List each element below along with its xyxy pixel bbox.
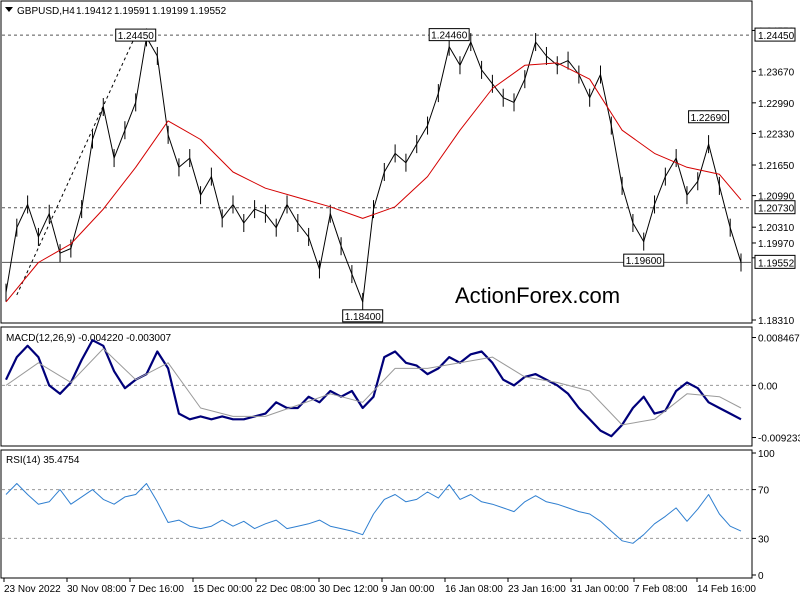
rsi-series-line — [5, 483, 742, 544]
price-panel-title: GBPUSD,H4 — [17, 6, 75, 17]
x-tick-label: 30 Dec 12:00 — [319, 584, 379, 595]
level-price-box — [754, 27, 796, 42]
price-annotation-label: 1.22690 — [691, 113, 728, 124]
x-tick-label: 14 Feb 16:00 — [697, 584, 756, 595]
y-tick-label: 30 — [758, 534, 770, 545]
price-annotation-box — [428, 28, 470, 42]
x-tick-label: 16 Jan 08:00 — [445, 584, 503, 595]
y-tick-label: 1.23670 — [758, 67, 795, 78]
y-tick-label: -0.009233 — [758, 434, 800, 445]
price-annotation-box — [623, 253, 665, 267]
watermark: ActionForex.com — [455, 283, 620, 308]
price-panel-frame — [0, 0, 753, 324]
x-tick-label: 7 Dec 16:00 — [130, 584, 184, 595]
x-tick-label: 7 Feb 08:00 — [634, 584, 688, 595]
y-tick-label: 0.00 — [758, 381, 778, 392]
level-price-label: 1.19552 — [758, 258, 795, 269]
price-annotation-box — [115, 28, 157, 42]
price-annotation-label: 1.24450 — [118, 31, 155, 42]
macd-panel-frame — [0, 326, 753, 447]
ohlc-low: 1.19199 — [152, 6, 189, 17]
x-tick-label: 23 Nov 2022 — [4, 584, 61, 595]
x-tick-label: 15 Dec 00:00 — [193, 584, 253, 595]
y-tick-label: 1.22330 — [758, 129, 795, 140]
price-annotation-label: 1.18400 — [345, 312, 382, 323]
x-tick-label: 31 Jan 00:00 — [571, 584, 629, 595]
x-tick-label: 23 Jan 16:00 — [508, 584, 566, 595]
x-axis: 23 Nov 2022 30 Nov 08:00 7 Dec 16:00 15 Dec… — [3, 578, 756, 595]
rsi-plot: 100 70 30 0 — [2, 449, 775, 582]
trendline — [16, 34, 137, 296]
y-tick-label: 100 — [758, 449, 775, 460]
y-tick-label: 1.22990 — [758, 99, 795, 110]
level-price-label: 1.24450 — [758, 31, 795, 42]
rsi-panel-title: RSI(14) 35.4754 — [6, 455, 80, 466]
level-price-label: 1.20730 — [758, 204, 795, 215]
y-tick-label: 1.20990 — [758, 192, 795, 203]
macd-plot: 0.008467 0.00 -0.009233 — [2, 334, 800, 445]
ohlc-open: 1.19412 — [76, 6, 113, 17]
signal-series-line — [5, 348, 742, 426]
ema-series-line — [5, 62, 742, 303]
level-price-box — [754, 254, 796, 269]
y-tick-label: 0.008467 — [758, 334, 800, 345]
x-tick-label: 30 Nov 08:00 — [67, 584, 127, 595]
y-tick-label: 1.19970 — [758, 239, 795, 250]
y-tick-label: 70 — [758, 486, 770, 497]
y-tick-label: 1.21650 — [758, 161, 795, 172]
y-tick-label: 1.20310 — [758, 223, 795, 234]
x-tick-label: 9 Jan 00:00 — [382, 584, 435, 595]
price-annotation-label: 1.19600 — [626, 256, 663, 267]
rsi-panel-frame — [0, 449, 753, 579]
price-plot: 1.245501.236701.229901.223301.216501.209… — [2, 26, 796, 327]
price-annotation-label: 1.24460 — [431, 31, 468, 42]
ohlc-high: 1.19591 — [114, 6, 151, 17]
y-tick-label: 1.18310 — [758, 316, 795, 327]
y-tick-label: 0 — [758, 571, 764, 582]
macd-panel-title: MACD(12,26,9) -0.004220 -0.003007 — [6, 333, 172, 344]
macd-series-line — [5, 339, 742, 438]
price-annotation-box — [688, 110, 730, 124]
level-price-box — [754, 200, 796, 215]
price-annotation-box — [342, 309, 384, 323]
x-tick-label: 22 Dec 08:00 — [256, 584, 316, 595]
ohlc-close: 1.19552 — [190, 6, 227, 17]
triangle-down-icon — [5, 7, 13, 12]
